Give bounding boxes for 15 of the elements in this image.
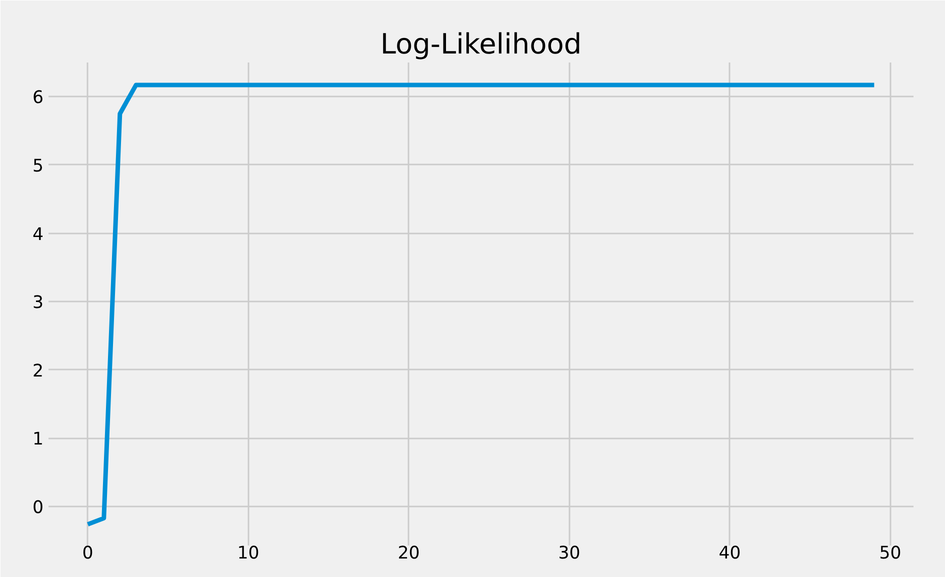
x-tick-label: 20 bbox=[398, 544, 420, 564]
x-tick-label: 10 bbox=[237, 544, 260, 564]
x-tick-label: 0 bbox=[82, 544, 94, 564]
x-tick-label: 30 bbox=[558, 544, 580, 564]
x-tick-label: 50 bbox=[879, 544, 902, 564]
y-tick-label: 3 bbox=[32, 293, 44, 314]
x-tick-label: 40 bbox=[718, 544, 741, 564]
y-tick-label: 1 bbox=[32, 430, 44, 450]
chart-title: Log-Likelihood bbox=[380, 28, 582, 60]
y-tick-label: 0 bbox=[32, 498, 44, 518]
y-tick-label: 2 bbox=[32, 361, 44, 382]
y-tick-label: 6 bbox=[32, 88, 44, 108]
y-tick-label: 5 bbox=[32, 156, 44, 176]
y-tick-label: 4 bbox=[32, 224, 44, 245]
line-series bbox=[86, 82, 876, 527]
